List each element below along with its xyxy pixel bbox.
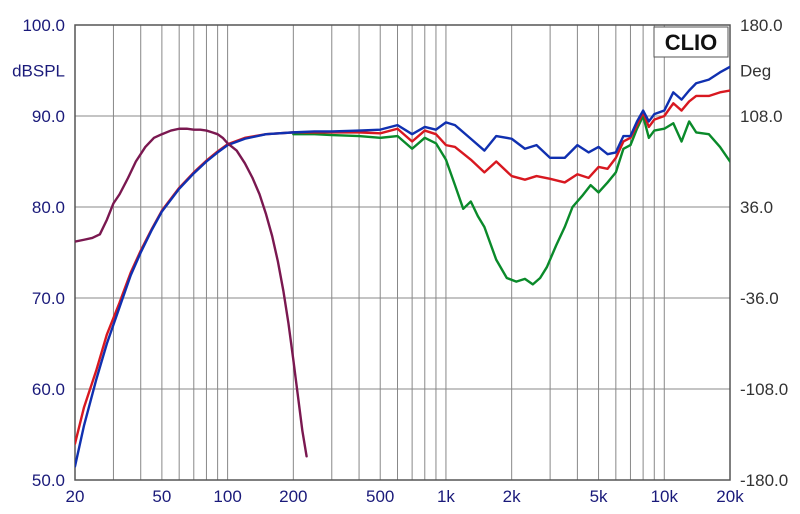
y-left-tick-label: 100.0 xyxy=(22,16,65,35)
y-left-tick-label: 90.0 xyxy=(32,107,65,126)
x-tick-label: 20 xyxy=(66,487,85,506)
y-left-tick-label: 70.0 xyxy=(32,289,65,308)
y-right-tick-label: 108.0 xyxy=(740,107,783,126)
x-tick-label: 1k xyxy=(437,487,455,506)
y-right-tick-label: -180.0 xyxy=(740,471,788,490)
x-tick-label: 200 xyxy=(279,487,307,506)
chart-bg xyxy=(0,0,800,514)
y-left-tick-label: 50.0 xyxy=(32,471,65,490)
frequency-response-chart: 50.0 60.0 70.0 80.0 90.0 100.0 dBSPL -180.0 -108… xyxy=(0,0,800,514)
x-tick-label: 10k xyxy=(651,487,679,506)
y-right-tick-label: 36.0 xyxy=(740,198,773,217)
x-tick-label: 5k xyxy=(590,487,608,506)
x-tick-label: 100 xyxy=(213,487,241,506)
x-tick-label: 20k xyxy=(716,487,744,506)
y-right-tick-label: -108.0 xyxy=(740,380,788,399)
y-right-tick-label: 180.0 xyxy=(740,16,783,35)
x-tick-label: 2k xyxy=(503,487,521,506)
y-left-tick-label: 80.0 xyxy=(32,198,65,217)
x-tick-label: 500 xyxy=(366,487,394,506)
logo-text: CLIO xyxy=(665,30,718,55)
y-left-axis-label: dBSPL xyxy=(12,62,65,81)
y-right-tick-label: -36.0 xyxy=(740,289,779,308)
y-left-tick-label: 60.0 xyxy=(32,380,65,399)
x-tick-label: 50 xyxy=(152,487,171,506)
y-right-axis-label: Deg xyxy=(740,62,771,81)
